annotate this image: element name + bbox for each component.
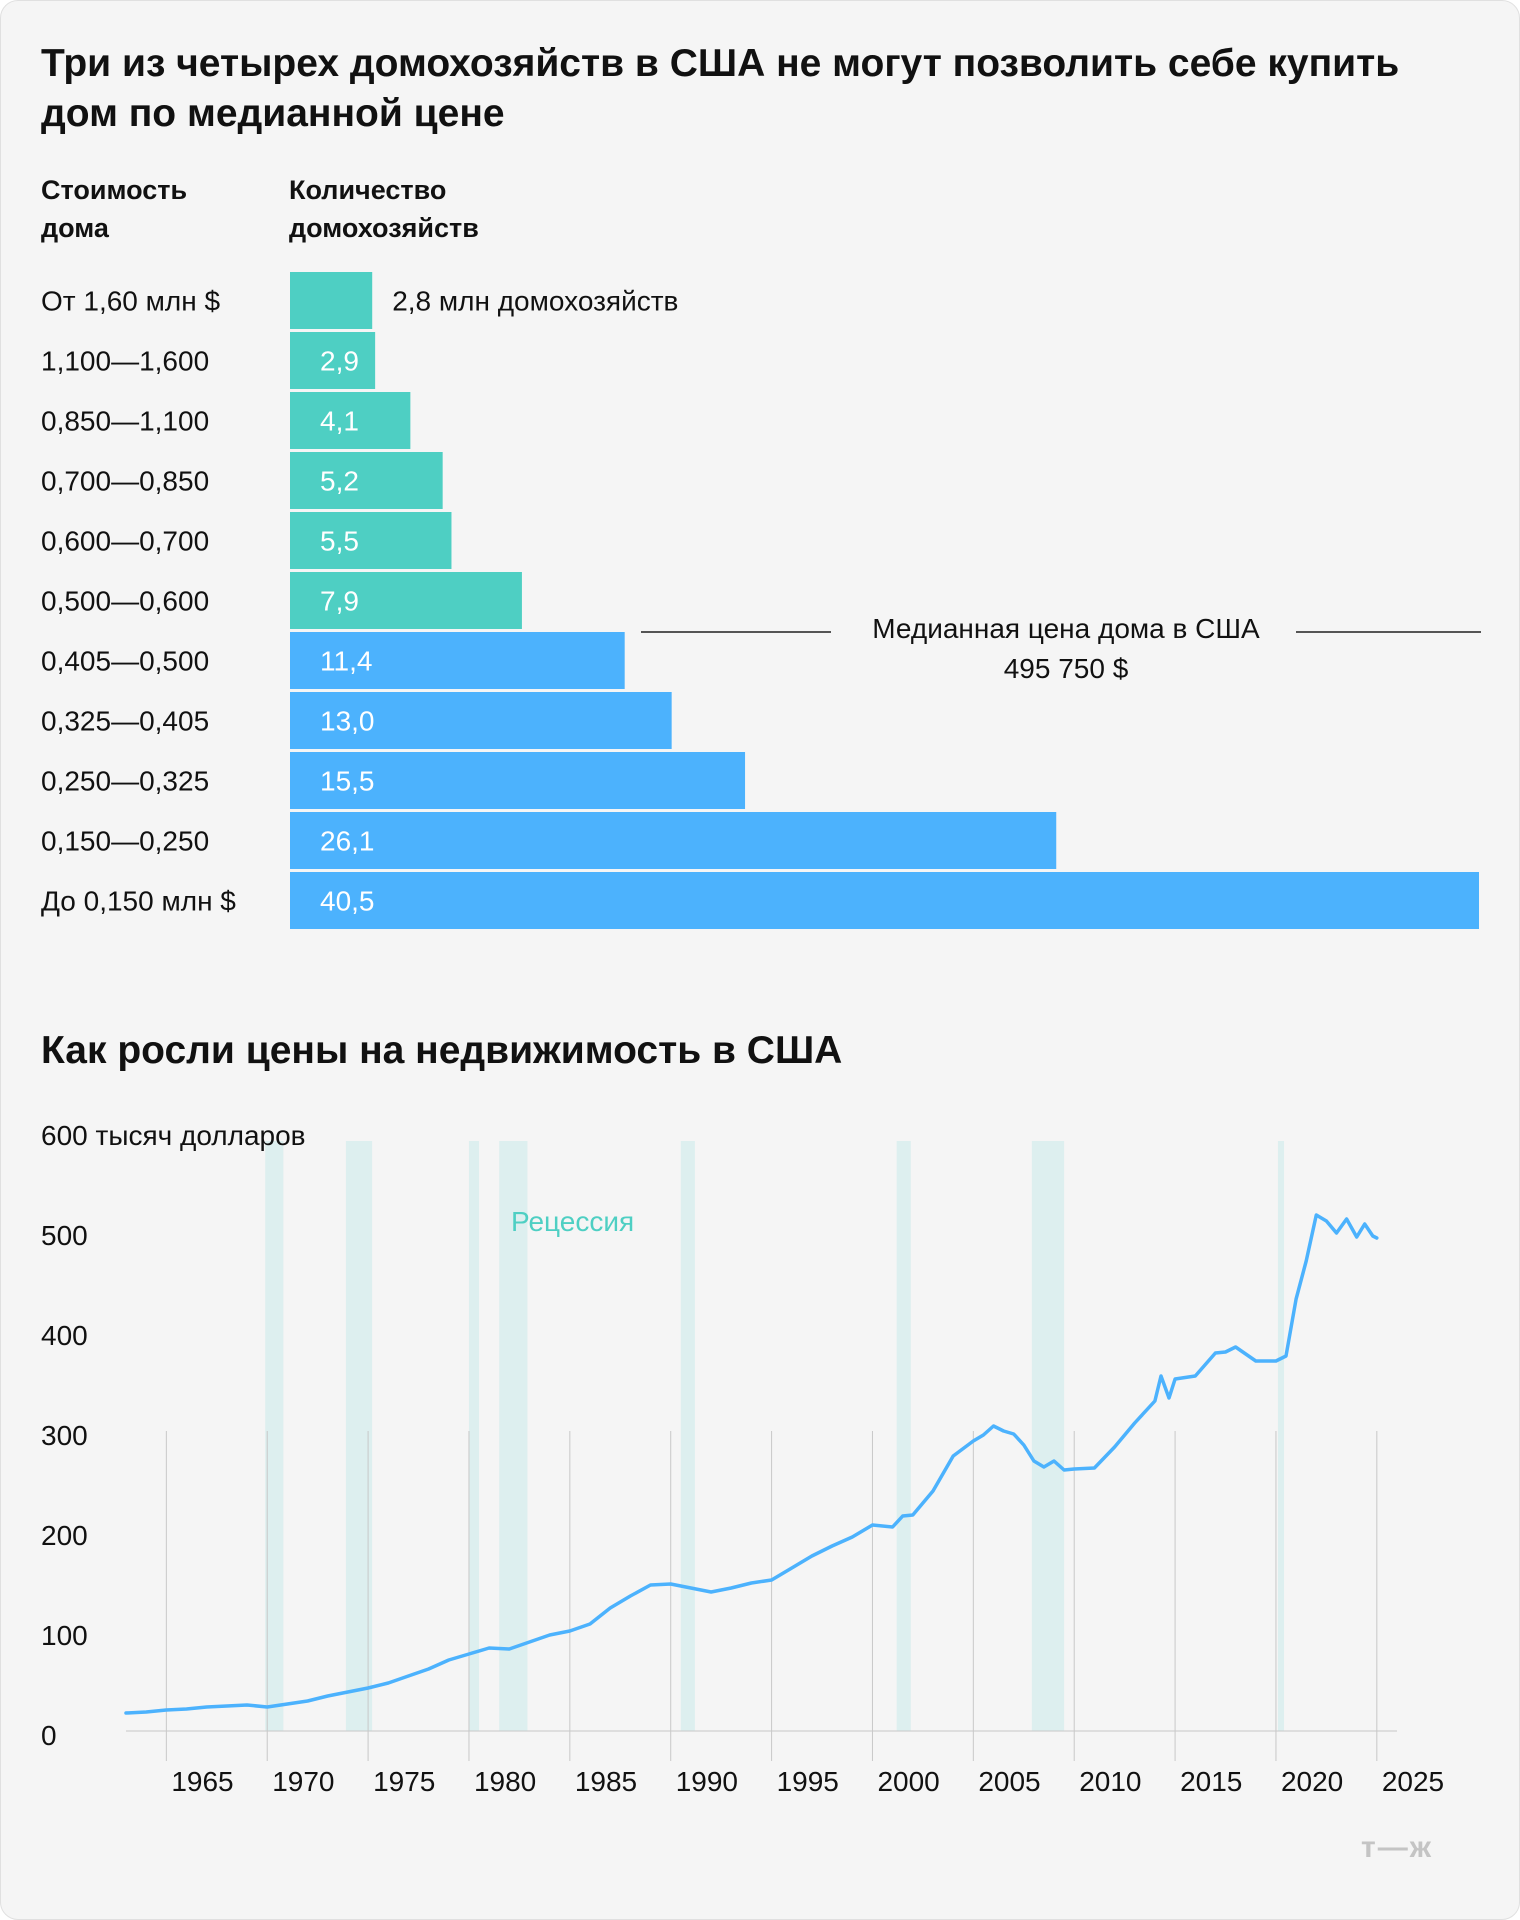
data-label: 26,1 (320, 826, 375, 857)
recession-legend: Рецессия (511, 1206, 634, 1237)
bar (290, 452, 443, 509)
price-column-header: Стоимость дома (41, 175, 188, 243)
bar-chart-title: Три из четырех домохозяйств в США не мог… (41, 42, 1400, 135)
median-price-annotation: Медианная цена дома в США 495 750 $ (641, 609, 1481, 689)
category-label: 1,100—1,600 (41, 346, 209, 377)
category-label: 0,700—0,850 (41, 466, 209, 497)
bar (290, 332, 376, 389)
recession-band (499, 1141, 528, 1731)
x-tick-label: 2010 (1079, 1766, 1141, 1797)
x-tick-label: 2025 (1382, 1766, 1444, 1797)
data-label: 13,0 (320, 706, 375, 737)
y-tick-label: 200 (41, 1520, 88, 1551)
y-tick-label: 100 (41, 1620, 88, 1651)
y-axis-label: 600 тысяч долларов (41, 1120, 306, 1151)
x-tick-label: 1995 (777, 1766, 839, 1797)
recession-band (1031, 1141, 1065, 1731)
data-label: 40,5 (320, 886, 375, 917)
median-line-right (1296, 631, 1481, 633)
median-label: Медианная цена дома в США (872, 613, 1260, 644)
bar (290, 632, 625, 689)
data-label: 5,2 (320, 466, 359, 497)
y-tick-label: 500 (41, 1220, 88, 1251)
households-column-header: Количество домохозяйств (289, 175, 479, 243)
recession-band (680, 1141, 695, 1731)
recession-band (1277, 1141, 1285, 1731)
data-label: 15,5 (320, 766, 375, 797)
x-tick-label: 1970 (272, 1766, 334, 1797)
price-line-chart: 1965 1970 1975 1980 1985 1990 1995 2000 2005 2010… (41, 1120, 1444, 1797)
x-tick-label: 1985 (575, 1766, 637, 1797)
x-tick-label: 1965 (171, 1766, 233, 1797)
line-chart-title: Как росли цены на недвижимость в США (41, 1029, 843, 1072)
y-tick-label: 0 (41, 1720, 57, 1751)
category-label: До 0,150 млн $ (41, 886, 236, 917)
recession-band (896, 1141, 911, 1731)
x-tick-label: 1975 (373, 1766, 435, 1797)
data-label: 11,4 (320, 646, 372, 677)
data-label: 2,9 (320, 346, 359, 377)
category-label: От 1,60 млн $ (41, 286, 220, 317)
bar (290, 812, 1057, 869)
x-tick-label: 1980 (474, 1766, 536, 1797)
data-label: 4,1 (320, 406, 359, 437)
brand-logo: т—ж (1361, 1831, 1433, 1864)
bar (290, 872, 1479, 929)
x-tick-label: 2020 (1281, 1766, 1343, 1797)
category-label: 0,150—0,250 (41, 826, 209, 857)
recession-band (265, 1141, 284, 1731)
data-label: 5,5 (320, 526, 359, 557)
bar (290, 752, 746, 809)
category-label: 0,325—0,405 (41, 706, 209, 737)
households-bar-chart: От 1,60 млн $ 2,8 млн домохозяйств 1,100—1… (41, 272, 1479, 929)
y-tick-label: 400 (41, 1320, 88, 1351)
bar (290, 392, 411, 449)
category-label: 0,250—0,325 (41, 766, 209, 797)
category-label: 0,600—0,700 (41, 526, 209, 557)
median-value: 495 750 $ (1003, 653, 1129, 684)
median-line-left (641, 631, 831, 633)
recession-band (468, 1141, 480, 1731)
category-label: 0,850—1,100 (41, 406, 209, 437)
data-label: 2,8 млн домохозяйств (392, 286, 678, 317)
x-tick-label: 2000 (877, 1766, 939, 1797)
bar (290, 692, 672, 749)
data-label: 7,9 (320, 586, 359, 617)
bar (290, 572, 522, 629)
bar (290, 512, 452, 569)
price-series-line (124, 1213, 1379, 1715)
x-tick-label: 1990 (676, 1766, 738, 1797)
x-tick-label: 2005 (978, 1766, 1040, 1797)
bar (290, 272, 373, 329)
category-label: 0,500—0,600 (41, 586, 209, 617)
y-tick-label: 300 (41, 1420, 88, 1451)
category-label: 0,405—0,500 (41, 646, 209, 677)
x-tick-label: 2015 (1180, 1766, 1242, 1797)
